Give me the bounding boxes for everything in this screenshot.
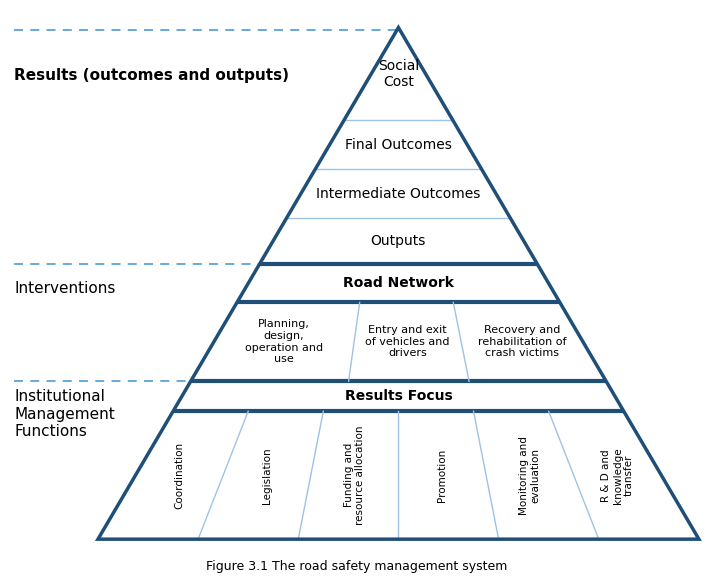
Text: Legislation: Legislation <box>262 447 272 504</box>
Text: Outputs: Outputs <box>371 234 426 248</box>
Text: Figure 3.1 The road safety management system: Figure 3.1 The road safety management sy… <box>206 560 507 573</box>
Text: Interventions: Interventions <box>14 281 116 296</box>
Text: Promotion: Promotion <box>437 449 447 502</box>
Text: Intermediate Outcomes: Intermediate Outcomes <box>317 186 481 200</box>
Text: Results (outcomes and outputs): Results (outcomes and outputs) <box>14 68 289 83</box>
Text: Planning,
design,
operation and
use: Planning, design, operation and use <box>245 320 323 364</box>
Text: Entry and exit
of vehicles and
drivers: Entry and exit of vehicles and drivers <box>365 325 450 358</box>
Text: Monitoring and
evaluation: Monitoring and evaluation <box>519 436 540 515</box>
Text: Recovery and
rehabilitation of
crash victims: Recovery and rehabilitation of crash vic… <box>478 325 566 358</box>
Text: Results Focus: Results Focus <box>344 389 452 404</box>
Text: Final Outcomes: Final Outcomes <box>345 138 452 152</box>
Text: Coordination: Coordination <box>175 442 185 509</box>
Text: Funding and
resource allocation: Funding and resource allocation <box>344 426 365 525</box>
Text: Road Network: Road Network <box>343 276 454 290</box>
Text: Social
Cost: Social Cost <box>378 58 419 89</box>
Text: Institutional
Management
Functions: Institutional Management Functions <box>14 390 115 439</box>
Text: R & D and
knowledge
transfer: R & D and knowledge transfer <box>601 447 634 504</box>
